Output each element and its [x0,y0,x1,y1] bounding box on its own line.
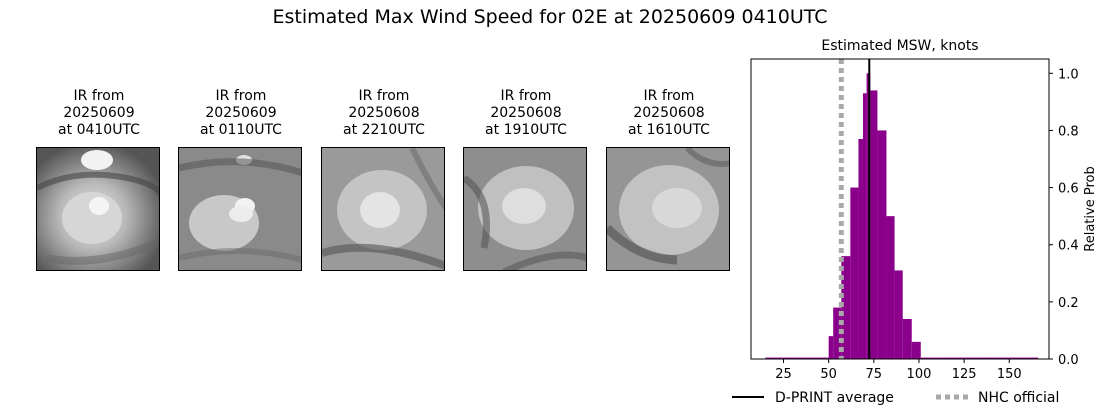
histogram-bar [774,357,784,359]
histogram-bar [819,357,829,359]
axes-frame [750,58,1050,360]
histogram-bar [1029,357,1039,359]
x-tick-label: 150 [997,367,1022,382]
histogram-bar [828,336,834,359]
ir-satellite-image [606,147,730,271]
y-tick-label: 0.0 [1058,353,1079,368]
ir-satellite-image [178,147,302,271]
histogram-bar [792,357,802,359]
histogram-bar [783,357,793,359]
histogram-bar [1002,357,1012,359]
histogram-bar [974,357,984,359]
legend: D-PRINT average NHC official [732,390,1059,406]
y-axis-label: Relative Prob [1083,166,1098,251]
ir-caption-line2: 20250608 [490,105,562,121]
histogram-bar [1011,357,1021,359]
histogram-bar [801,357,811,359]
ir-panel: IR from 20250608 at 1910UTC [451,88,601,271]
ir-caption-line3: at 0410UTC [58,122,140,138]
ir-caption-line2: 20250608 [348,105,420,121]
histogram-bar [938,357,948,359]
figure-title: Estimated Max Wind Speed for 02E at 2025… [272,6,828,28]
ir-caption-line2: 20250608 [633,105,705,121]
histogram-bar [850,187,859,359]
ir-caption-line3: at 1610UTC [628,122,710,138]
histogram-bar [841,256,851,359]
histogram-bar [1020,357,1030,359]
ir-satellite-image [36,147,160,271]
ir-panel: IR from 20250609 at 0110UTC [166,88,316,271]
ir-caption-line3: at 0110UTC [200,122,282,138]
histogram-bar [965,357,975,359]
histogram-bar [983,357,994,359]
ir-caption-line2: 20250609 [63,105,135,121]
histogram-bar [929,357,939,359]
histogram-bar [920,357,930,359]
legend-label-dprint: D-PRINT average [775,390,894,406]
ir-caption-line1: IR from [73,88,125,104]
x-tick-label: 100 [907,367,932,382]
histogram-bar [947,357,957,359]
y-tick-label: 0.8 [1058,124,1079,139]
x-tick-label: 50 [820,367,837,382]
legend-label-nhc: NHC official [978,390,1059,406]
histogram-bar [956,357,966,359]
ir-caption-line3: at 2210UTC [343,122,425,138]
histogram-bar [810,357,820,359]
ir-caption-line1: IR from [643,88,695,104]
histogram-bar [993,357,1003,359]
histogram-bar [870,90,878,359]
histogram-bar [894,270,903,359]
chart-title: Estimated MSW, knots [821,38,978,54]
ir-satellite-image [463,147,587,271]
y-tick-label: 1.0 [1058,67,1079,82]
histogram-bar [902,319,912,359]
histogram-bar [911,341,921,359]
ir-caption-line2: 20250609 [205,105,277,121]
histogram-bar [765,357,775,359]
histogram-bar [862,93,867,360]
y-tick-label: 0.2 [1058,296,1079,311]
ir-caption-line1: IR from [358,88,410,104]
x-tick-label: 25 [775,367,792,382]
ir-caption-line3: at 1910UTC [485,122,567,138]
ir-caption-line1: IR from [500,88,552,104]
ir-panel: IR from 20250608 at 1610UTC [594,88,744,271]
ir-satellite-image [321,147,445,271]
y-tick-label: 0.6 [1058,182,1079,197]
y-tick-label: 0.4 [1058,239,1079,254]
histogram-bar [886,216,895,359]
ir-caption-line1: IR from [215,88,267,104]
ir-panel: IR from 20250609 at 0410UTC [24,88,174,271]
x-tick-label: 125 [952,367,977,382]
histogram-bar [858,139,863,359]
histogram-bar [877,130,887,359]
histogram-bar [833,307,842,359]
ir-panel: IR from 20250608 at 2210UTC [309,88,459,271]
x-tick-label: 75 [866,367,883,382]
